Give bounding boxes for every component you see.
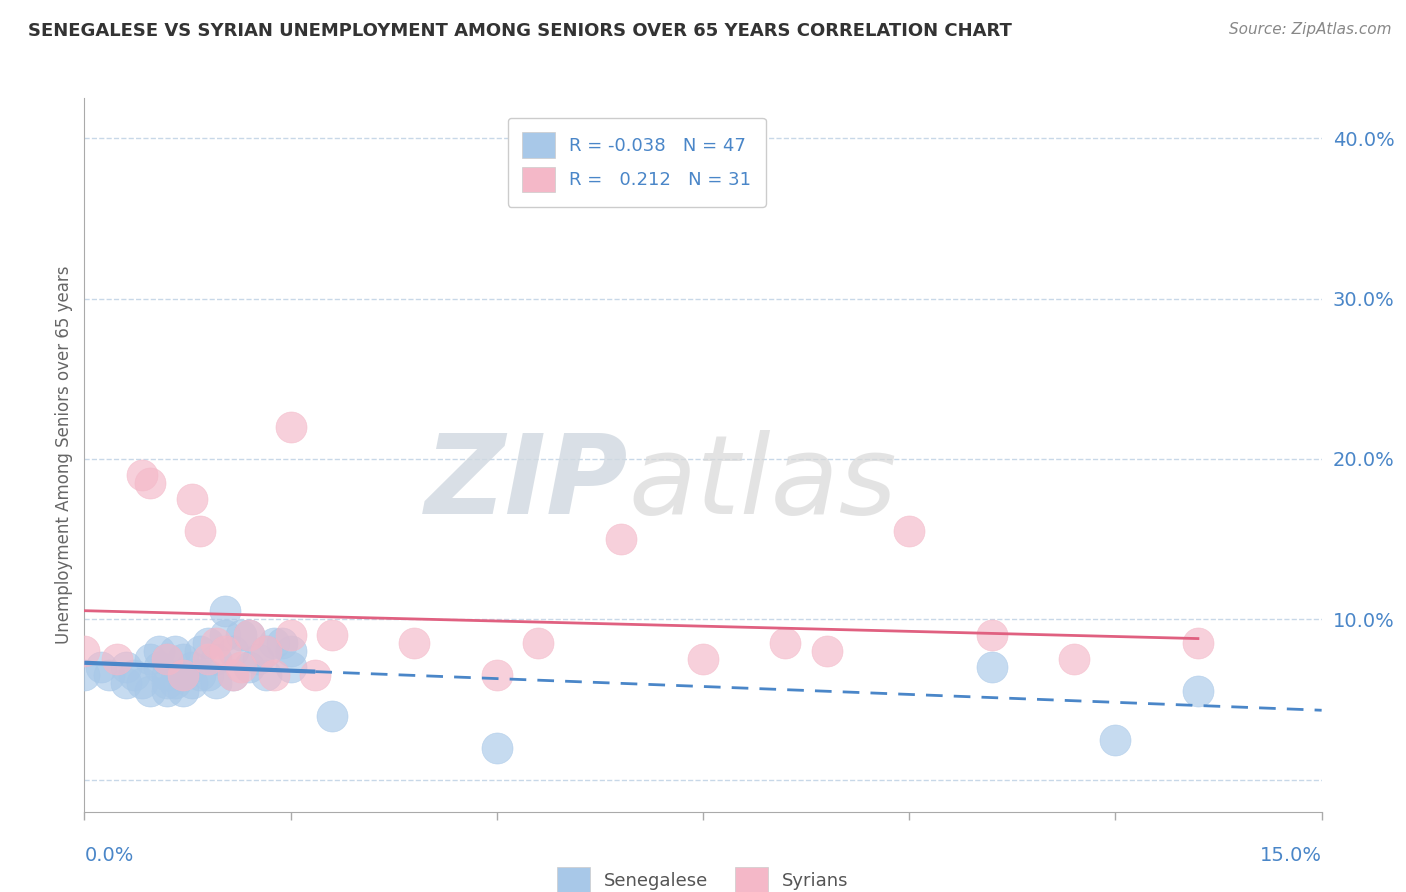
Point: [404, 636, 426, 650]
Point: [229, 660, 252, 674]
Point: [98, 668, 121, 682]
Point: [214, 604, 236, 618]
Point: [139, 684, 162, 698]
Point: [229, 628, 252, 642]
Point: [222, 668, 245, 682]
Point: [815, 644, 838, 658]
Point: [246, 652, 269, 666]
Point: [188, 668, 211, 682]
Point: [156, 652, 179, 666]
Point: [148, 660, 170, 674]
Point: [980, 660, 1002, 674]
Point: [263, 636, 285, 650]
Point: [90, 660, 112, 674]
Point: [114, 660, 136, 674]
Point: [165, 644, 187, 658]
Point: [172, 668, 194, 682]
Point: [1187, 636, 1209, 650]
Point: [197, 652, 219, 666]
Point: [172, 652, 194, 666]
Point: [214, 644, 236, 658]
Point: [280, 420, 302, 434]
Point: [122, 668, 145, 682]
Point: [263, 668, 285, 682]
Text: atlas: atlas: [628, 430, 897, 537]
Point: [280, 628, 302, 642]
Text: SENEGALESE VS SYRIAN UNEMPLOYMENT AMONG SENIORS OVER 65 YEARS CORRELATION CHART: SENEGALESE VS SYRIAN UNEMPLOYMENT AMONG …: [28, 22, 1012, 40]
Point: [114, 676, 136, 690]
Point: [1187, 684, 1209, 698]
Point: [156, 676, 179, 690]
Point: [1104, 732, 1126, 747]
Point: [1063, 652, 1085, 666]
Point: [485, 740, 508, 755]
Point: [188, 644, 211, 658]
Point: [280, 660, 302, 674]
Point: [197, 668, 219, 682]
Point: [156, 652, 179, 666]
Point: [527, 636, 550, 650]
Point: [321, 628, 343, 642]
Point: [180, 491, 202, 506]
Point: [205, 636, 228, 650]
Text: Source: ZipAtlas.com: Source: ZipAtlas.com: [1229, 22, 1392, 37]
Point: [180, 660, 202, 674]
Point: [485, 668, 508, 682]
Point: [205, 652, 228, 666]
Point: [980, 628, 1002, 642]
Point: [180, 676, 202, 690]
Point: [238, 660, 260, 674]
Point: [73, 644, 96, 658]
Point: [304, 668, 326, 682]
Point: [238, 628, 260, 642]
Text: ZIP: ZIP: [425, 430, 628, 537]
Point: [898, 524, 921, 538]
Point: [775, 636, 797, 650]
Point: [254, 644, 277, 658]
Point: [156, 684, 179, 698]
Point: [131, 467, 153, 482]
Point: [271, 636, 294, 650]
Text: 0.0%: 0.0%: [84, 846, 134, 865]
Y-axis label: Unemployment Among Seniors over 65 years: Unemployment Among Seniors over 65 years: [55, 266, 73, 644]
Point: [139, 652, 162, 666]
Point: [222, 668, 245, 682]
Point: [188, 524, 211, 538]
Point: [73, 668, 96, 682]
Point: [139, 475, 162, 490]
Text: 15.0%: 15.0%: [1260, 846, 1322, 865]
Point: [131, 676, 153, 690]
Point: [105, 652, 128, 666]
Point: [214, 628, 236, 642]
Point: [148, 644, 170, 658]
Legend: Senegalese, Syrians: Senegalese, Syrians: [550, 860, 856, 892]
Point: [280, 644, 302, 658]
Point: [205, 676, 228, 690]
Point: [609, 532, 631, 546]
Point: [156, 668, 179, 682]
Point: [172, 684, 194, 698]
Point: [222, 644, 245, 658]
Point: [254, 668, 277, 682]
Point: [321, 708, 343, 723]
Point: [692, 652, 714, 666]
Point: [165, 676, 187, 690]
Point: [238, 628, 260, 642]
Point: [172, 668, 194, 682]
Point: [254, 644, 277, 658]
Point: [197, 636, 219, 650]
